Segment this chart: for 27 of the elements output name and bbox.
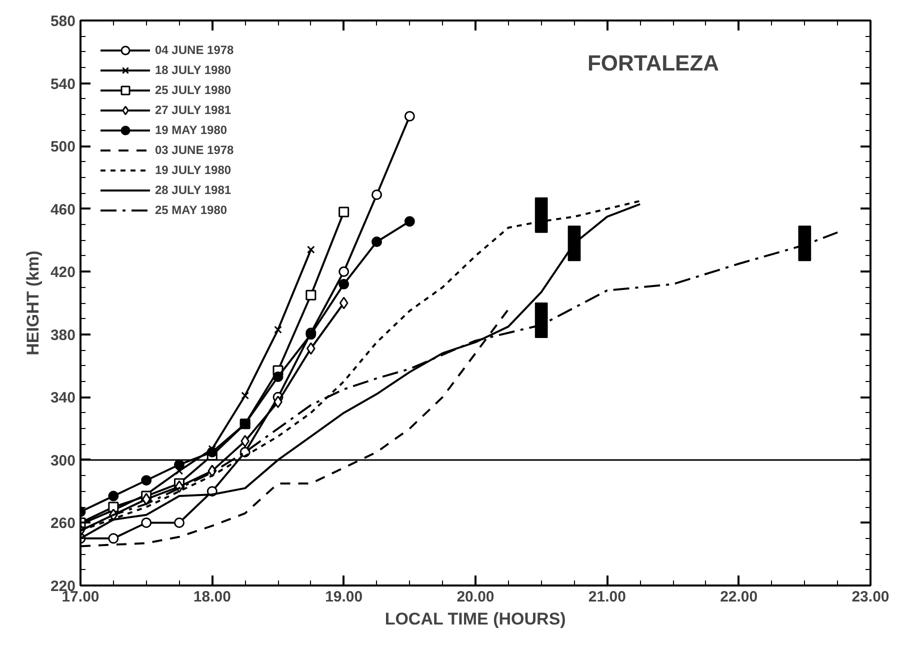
legend-label: 28 JULY 1981 xyxy=(155,182,232,199)
legend-label: 03 JUNE 1978 xyxy=(155,142,234,159)
legend-label: 25 MAY 1980 xyxy=(155,202,228,219)
x-axis-title: LOCAL TIME (HOURS) xyxy=(384,610,566,628)
legend-label: 18 JULY 1980 xyxy=(155,62,232,79)
legend-label: 19 MAY 1980 xyxy=(155,122,228,139)
legend-label: 19 JULY 1980 xyxy=(155,162,232,179)
y-tick-label: 580 xyxy=(50,13,76,30)
y-axis-title: HEIGHT (km) xyxy=(23,250,42,356)
x-tick-label: 21.00 xyxy=(588,588,626,606)
y-tick-label: 420 xyxy=(50,264,76,282)
y-tick-label: 300 xyxy=(50,452,76,470)
x-tick-label: 20.00 xyxy=(456,588,494,606)
y-tick-label: 540 xyxy=(50,76,76,93)
x-tick-label: 22.00 xyxy=(720,588,758,606)
x-tick-label: 19.00 xyxy=(325,588,363,606)
y-tick-label: 460 xyxy=(50,201,76,218)
y-tick-label: 260 xyxy=(50,515,76,532)
y-tick-label: 380 xyxy=(50,326,76,344)
x-tick-label: 23.00 xyxy=(852,588,890,606)
text: FORTALEZA xyxy=(587,50,720,76)
legend-label: 04 JUNE 1978 xyxy=(155,42,234,59)
x-tick-label: 18.00 xyxy=(193,588,231,606)
y-tick-label: 340 xyxy=(50,390,76,407)
legend-label: 25 JULY 1980 xyxy=(155,82,232,99)
y-tick-label: 500 xyxy=(50,138,76,156)
legend-label: 27 JULY 1981 xyxy=(155,102,232,119)
